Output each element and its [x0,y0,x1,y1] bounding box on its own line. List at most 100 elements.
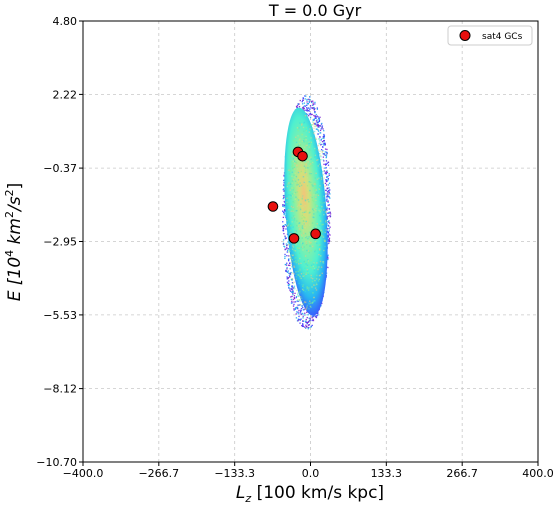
density-speck [323,140,325,142]
density-speck [327,177,330,180]
density-speck [324,148,327,150]
density-texture [291,163,294,165]
density-speck [313,109,315,111]
density-speck [310,100,313,103]
gc-data-point [310,228,321,240]
density-speck [327,257,329,259]
density-texture [305,273,307,276]
density-speck [285,264,288,266]
density-speck [312,100,314,102]
density-texture [299,296,302,298]
density-texture [298,252,301,254]
density-speck [317,124,319,126]
density-texture [292,164,294,167]
density-speck [306,321,308,324]
density-speck [293,295,296,297]
density-texture [310,241,312,244]
density-texture [293,201,295,204]
density-texture [297,234,300,237]
density-texture [310,243,312,245]
density-speck [284,210,286,213]
density-speck [282,225,284,228]
density-speck [295,317,298,319]
density-texture [300,170,302,173]
density-speck [284,224,287,226]
density-speck [316,107,318,109]
density-speck [302,323,304,325]
density-texture [308,303,310,305]
density-speck [325,173,327,175]
density-texture [287,194,290,196]
density-texture [308,236,310,238]
density-speck [303,320,305,322]
density-speck [322,135,324,138]
density-texture [318,244,320,247]
density-texture [288,202,290,205]
density-texture [317,280,320,282]
density-texture [289,233,291,235]
density-speck [285,243,288,245]
y-tick-label: −0.37 [43,162,77,175]
density-speck [298,318,300,321]
density-texture [301,237,303,239]
density-speck [327,194,329,196]
density-speck [289,273,292,276]
density-texture [297,199,300,201]
density-texture [322,173,325,176]
density-texture [297,299,299,301]
density-texture [306,243,308,246]
density-texture [312,292,314,294]
density-texture [295,257,297,259]
density-speck [302,99,304,101]
density-speck [315,316,317,318]
density-texture [321,190,324,193]
density-speck [328,189,330,192]
density-speck [314,103,316,105]
density-texture [295,230,297,232]
density-speck [317,314,319,316]
density-texture [300,262,302,265]
density-speck [314,116,316,118]
density-texture [309,128,311,130]
density-texture [302,140,305,142]
density-speck [306,107,308,109]
density-speck [282,205,284,207]
density-texture [319,142,321,144]
density-texture [306,287,309,290]
density-speck [327,255,329,257]
density-texture [314,147,316,150]
density-speck [307,109,310,112]
density-texture [314,249,316,252]
density-speck [308,115,310,117]
density-texture [310,124,313,126]
density-speck [306,311,308,313]
density-speck [316,121,318,123]
density-texture [314,177,316,179]
density-texture [299,138,301,140]
density-speck [329,189,331,191]
density-texture [317,158,319,161]
density-texture [301,246,304,248]
density-texture [315,124,317,127]
density-speck [295,307,297,309]
density-texture [296,220,298,222]
density-texture [315,226,317,228]
density-texture [306,265,308,267]
density-speck [325,167,327,169]
density-speck [315,123,317,125]
density-texture [310,259,312,262]
density-speck [328,242,330,244]
density-texture [321,205,323,208]
density-texture [310,141,312,144]
density-speck [327,195,329,197]
y-tick-label: 2.22 [53,88,78,101]
density-speck [319,129,322,132]
density-speck [316,119,318,121]
density-texture [290,232,292,235]
density-speck [302,313,304,315]
density-texture [318,275,321,277]
density-speck [296,107,299,109]
density-speck [299,312,301,314]
density-speck [320,144,322,146]
